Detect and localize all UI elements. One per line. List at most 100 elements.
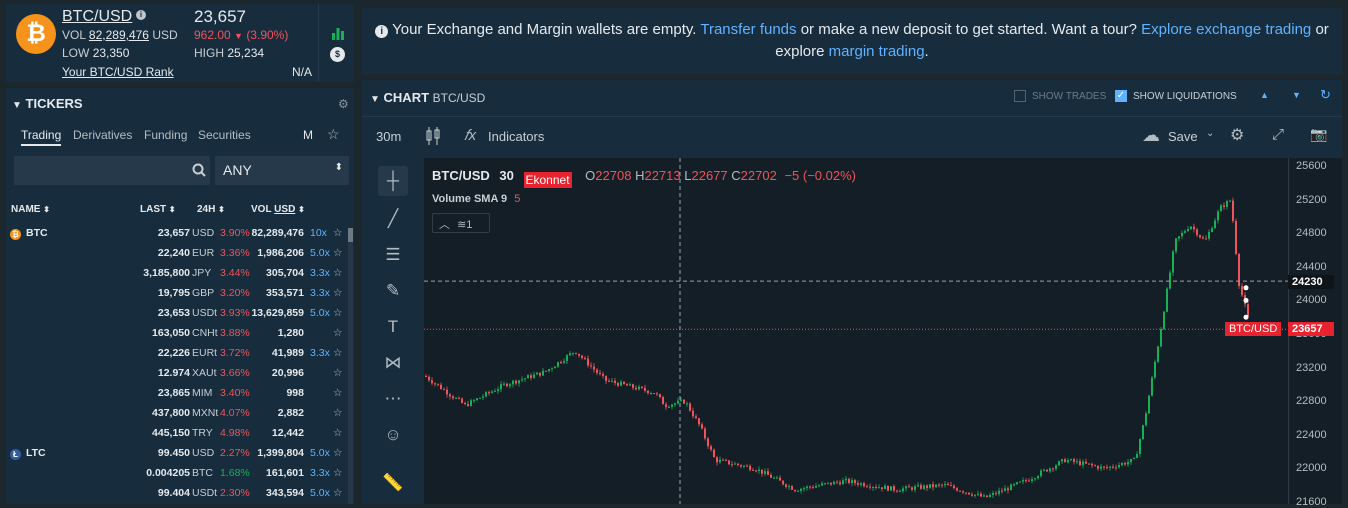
tab-securities[interactable]: Securities: [198, 128, 251, 142]
table-row[interactable]: 22,226 EURt 3.72% 41,989 3.3x ☆: [6, 345, 346, 365]
crosshair-tool-icon[interactable]: ┼: [378, 166, 408, 196]
prediction-tool-icon[interactable]: ⋯: [384, 389, 402, 408]
table-row[interactable]: 19,795 GBP 3.20% 353,571 3.3x ☆: [6, 285, 346, 305]
refresh-icon[interactable]: ↻: [1320, 87, 1331, 102]
favorite-star-icon[interactable]: ☆: [333, 387, 343, 399]
rank-link[interactable]: Your BTC/USD Rank: [62, 65, 174, 79]
candles-icon[interactable]: [425, 126, 441, 146]
pattern-tool-icon[interactable]: ⋈: [384, 353, 402, 372]
ticker-symbol-link[interactable]: BTC/USD: [62, 8, 133, 25]
explore-exchange-link[interactable]: Explore exchange trading: [1141, 21, 1312, 38]
favorite-star-icon[interactable]: ☆: [333, 467, 343, 479]
favorite-star-icon[interactable]: ☆: [333, 247, 343, 259]
favorite-star-icon[interactable]: ☆: [333, 227, 343, 239]
tab-derivatives[interactable]: Derivatives: [73, 128, 133, 142]
currency-select[interactable]: ANY ⬍: [215, 156, 349, 185]
move-up-icon[interactable]: ▲: [1260, 90, 1269, 100]
text-tool-icon[interactable]: T: [387, 317, 399, 336]
fib-tool-icon[interactable]: ☰: [385, 245, 401, 264]
collapse-chevron-icon[interactable]: ▼: [12, 100, 22, 111]
gear-icon[interactable]: ⚙: [1230, 127, 1245, 144]
ticker-leverage[interactable]: 3.3x: [310, 467, 330, 479]
cloud-icon[interactable]: ☁: [1142, 125, 1160, 145]
table-row[interactable]: 3,185,800 JPY 3.44% 305,704 3.3x ☆: [6, 265, 346, 285]
favorite-star-icon[interactable]: ☆: [333, 307, 343, 319]
tickers-header[interactable]: ▼ TICKERS: [12, 96, 83, 111]
scrollbar-track[interactable]: [348, 228, 353, 504]
ticker-leverage[interactable]: 3.3x: [310, 347, 330, 359]
favorite-star-icon[interactable]: ☆: [333, 407, 343, 419]
table-row[interactable]: 99.404 USDt 2.30% 343,594 5.0x ☆: [6, 485, 346, 505]
camera-icon[interactable]: 📷: [1310, 126, 1328, 142]
favorite-star-icon[interactable]: ☆: [333, 447, 343, 459]
indicators-button[interactable]: Indicators: [488, 129, 545, 144]
candle-body: [506, 383, 508, 387]
chevron-down-icon[interactable]: ⌄: [1206, 128, 1215, 139]
margin-trading-link[interactable]: margin trading: [828, 43, 925, 60]
chart-bars-icon[interactable]: [331, 26, 345, 40]
ticker-leverage[interactable]: 3.3x: [310, 287, 330, 299]
table-row[interactable]: Ł LTC 99.450 USD 2.27% 1,399,804 5.0x ☆: [6, 445, 346, 465]
col-header-24h[interactable]: 24H ⬍: [197, 204, 225, 215]
favorite-star-icon[interactable]: ☆: [333, 367, 343, 379]
brush-tool-icon[interactable]: ✎: [385, 281, 401, 300]
ticker-leverage[interactable]: 5.0x: [310, 247, 330, 259]
table-row[interactable]: ₿ BTC 23,657 USD 3.90% 82,289,476 10x ☆: [6, 225, 346, 245]
save-button[interactable]: Save: [1168, 129, 1198, 144]
trendline-tool-icon[interactable]: ╱: [387, 209, 399, 228]
search-icon[interactable]: [192, 163, 206, 177]
settings-dollar-icon[interactable]: $: [330, 47, 345, 62]
table-row[interactable]: 23,653 USDt 3.93% 13,629,859 5.0x ☆: [6, 305, 346, 325]
collapse-chevron-icon[interactable]: ▼: [370, 94, 380, 105]
candle-body: [1235, 220, 1237, 254]
table-row[interactable]: 22,240 EUR 3.36% 1,986,206 5.0x ☆: [6, 245, 346, 265]
table-row[interactable]: 23,865 MIM 3.40% 998 ☆: [6, 385, 346, 405]
show-liquidations-label[interactable]: SHOW LIQUIDATIONS: [1133, 91, 1237, 102]
emoji-tool-icon[interactable]: ☺: [384, 425, 402, 444]
favorite-star-icon[interactable]: ☆: [333, 287, 343, 299]
ticker-leverage[interactable]: 3.3x: [310, 267, 330, 279]
scrollbar-thumb[interactable]: [348, 228, 353, 242]
function-icon[interactable]: 𝑓x: [464, 127, 477, 144]
table-row[interactable]: 0.004205 BTC 1.68% 161,601 3.3x ☆: [6, 465, 346, 485]
fullscreen-icon[interactable]: ⤢: [1272, 126, 1285, 143]
favorite-star-icon[interactable]: ☆: [333, 347, 343, 359]
ticker-leverage[interactable]: 10x: [310, 227, 327, 239]
col-header-name[interactable]: NAME ⬍: [11, 204, 50, 215]
gear-icon[interactable]: ⚙: [338, 97, 349, 111]
table-row[interactable]: 12.974 XAUt 3.66% 20,996 ☆: [6, 365, 346, 385]
col-header-last[interactable]: LAST ⬍: [140, 204, 176, 215]
favorite-star-icon[interactable]: ☆: [333, 427, 343, 439]
favorite-star-icon[interactable]: ☆: [333, 327, 343, 339]
candle-body: [887, 485, 889, 491]
tab-trading[interactable]: Trading: [21, 128, 62, 146]
market-toggle-m[interactable]: M: [303, 128, 313, 142]
legend-collapse-button[interactable]: ︿ ≋1: [432, 213, 490, 233]
show-trades-label[interactable]: SHOW TRADES: [1032, 91, 1107, 102]
favorite-star-icon[interactable]: ☆: [333, 487, 343, 499]
ticker-leverage[interactable]: 5.0x: [310, 447, 330, 459]
candle-body: [1121, 463, 1123, 465]
col-header-vol[interactable]: VOL USD ⬍: [251, 204, 305, 215]
ticker-leverage[interactable]: 5.0x: [310, 487, 330, 499]
favorite-star-icon[interactable]: ☆: [333, 267, 343, 279]
candle-body: [470, 400, 472, 406]
transfer-funds-link[interactable]: Transfer funds: [700, 21, 797, 38]
move-down-icon[interactable]: ▼: [1292, 90, 1301, 100]
price-chart[interactable]: [424, 158, 1288, 504]
interval-button[interactable]: 30m: [376, 129, 402, 144]
show-trades-checkbox[interactable]: [1014, 90, 1026, 102]
ticker-leverage[interactable]: 5.0x: [310, 307, 330, 319]
table-row[interactable]: 437,800 MXNt 4.07% 2,882 ☆: [6, 405, 346, 425]
col-vol-currency[interactable]: USD: [274, 204, 296, 215]
table-row[interactable]: 163,050 CNHt 3.88% 1,280 ☆: [6, 325, 346, 345]
ticker-search-input[interactable]: [14, 156, 210, 185]
table-row[interactable]: 445,150 TRY 4.98% 12,442 ☆: [6, 425, 346, 445]
tab-funding[interactable]: Funding: [144, 128, 188, 142]
star-filter-icon[interactable]: ☆: [327, 126, 340, 142]
info-icon[interactable]: i: [136, 10, 146, 20]
rank-value: N/A: [292, 65, 313, 79]
chart-header[interactable]: ▼ CHART BTC/USD: [370, 90, 485, 105]
ruler-tool-icon[interactable]: 📏: [382, 473, 404, 492]
show-liquidations-checkbox[interactable]: ✓: [1115, 90, 1127, 102]
